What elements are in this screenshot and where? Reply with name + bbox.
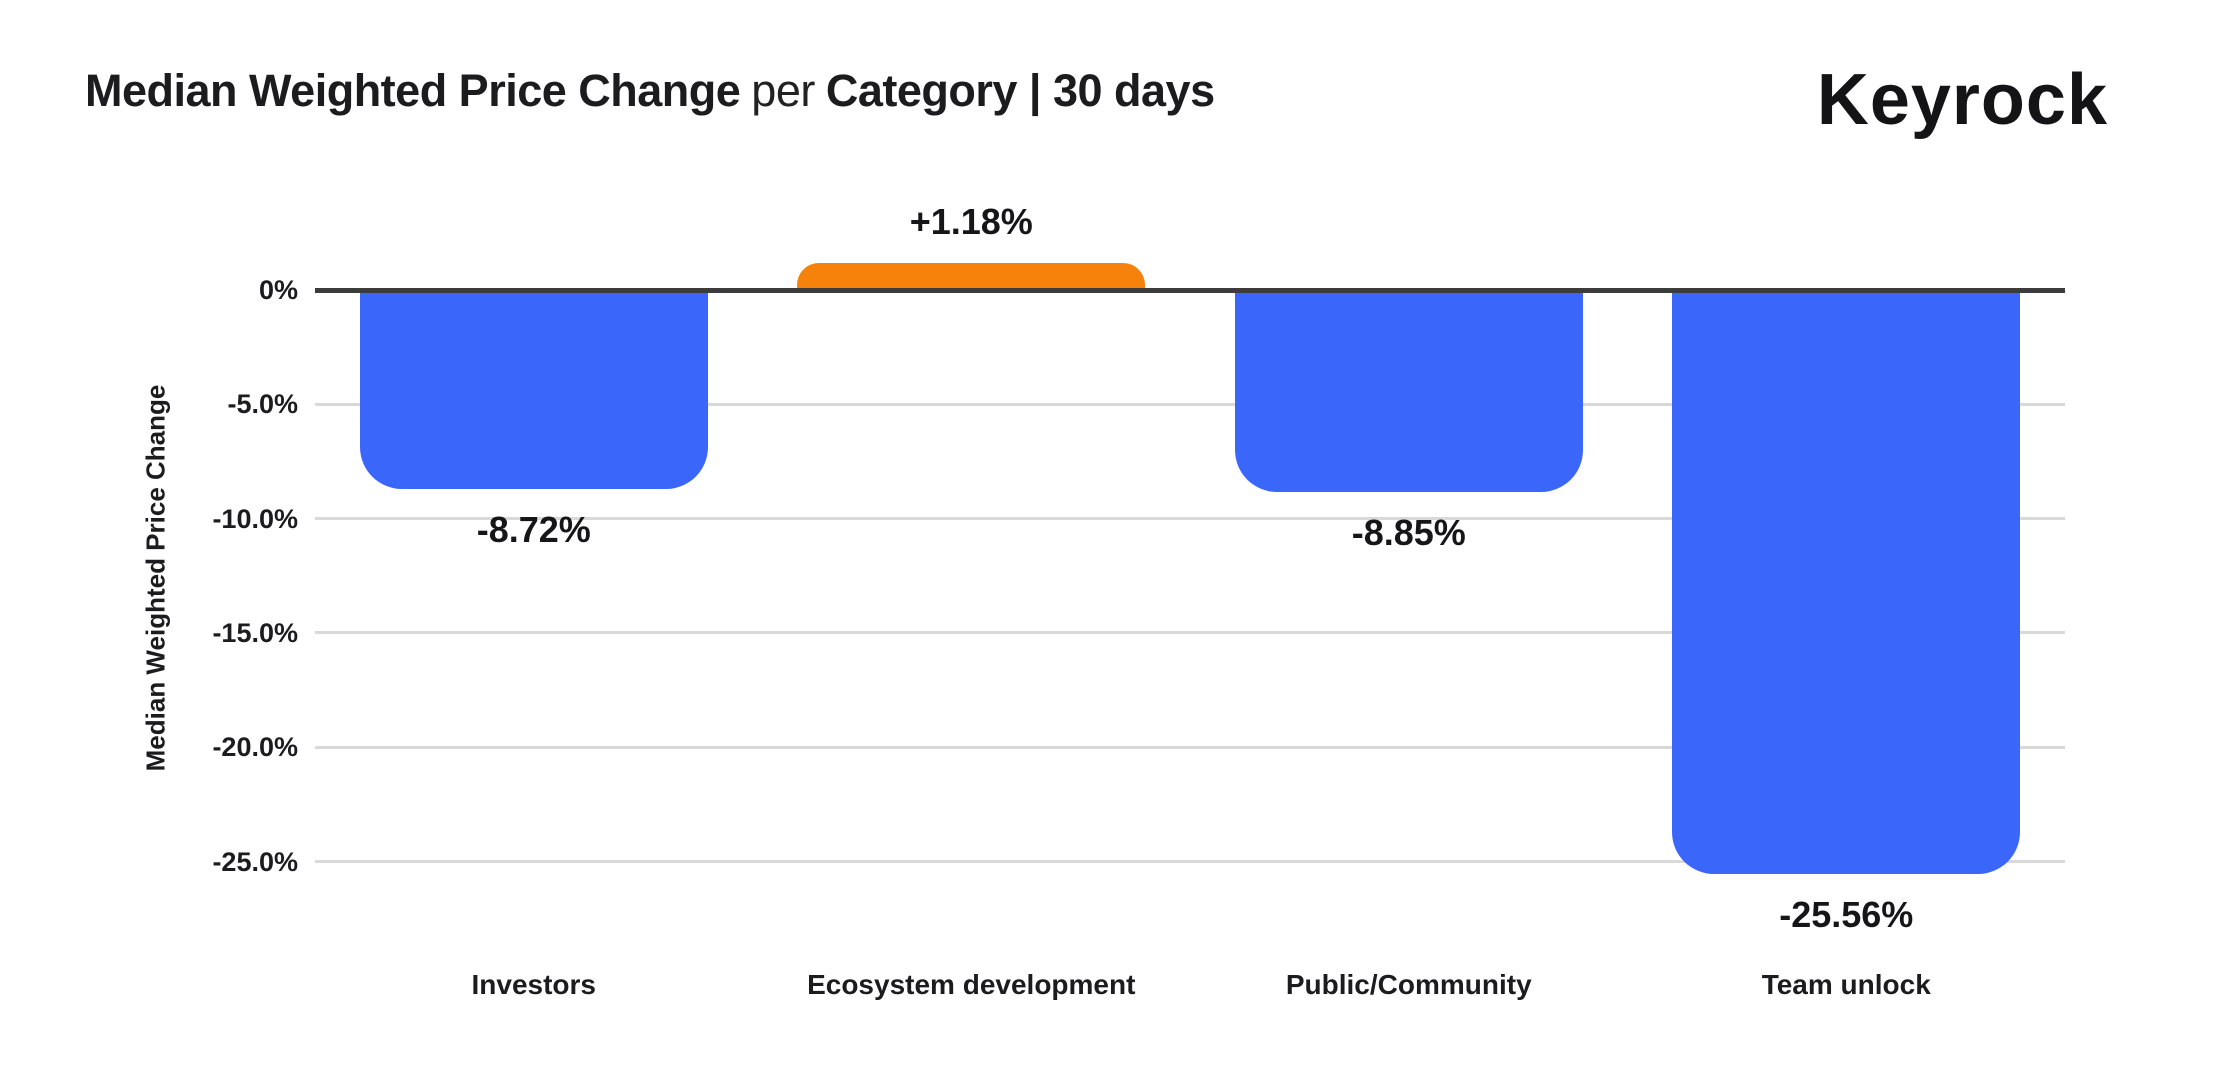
value-label-team-unlock: -25.56%: [1779, 894, 1914, 936]
value-label-investors: -8.72%: [476, 509, 591, 551]
zero-axis-line: [315, 287, 2065, 293]
bar-team-unlock: [1672, 290, 2021, 875]
x-label-team-unlock: Team unlock: [1761, 969, 1931, 1000]
y-tick-5: -5.0%: [227, 389, 298, 420]
y-tick-10: -10.0%: [212, 503, 298, 534]
bar-public-community: [1234, 290, 1583, 493]
x-label-investors: Investors: [471, 969, 597, 1000]
gridline-15: [315, 631, 2065, 635]
y-axis-title: Median Weighted Price Change: [140, 384, 171, 772]
gridline-10: [315, 517, 2065, 521]
y-tick-0: 0%: [258, 275, 298, 305]
y-tick-15: -15.0%: [212, 617, 298, 648]
gridline-5: [315, 402, 2065, 406]
chart-title: Median Weighted Price Change per Category …: [85, 62, 1215, 120]
chart-title-main: Median Weighted Price Change: [85, 65, 741, 116]
x-label-public-community: Public/Community: [1285, 969, 1532, 1000]
value-label-public-community: -8.85%: [1351, 512, 1466, 554]
gridline-25: [315, 860, 2065, 863]
gridline-20: [315, 745, 2065, 749]
value-label-ecosystem-development: +1.18%: [909, 201, 1033, 243]
chart-title-connector: per: [751, 65, 815, 116]
y-tick-25: -25.0%: [212, 846, 298, 877]
x-label-ecosystem-development: Ecosystem development: [807, 969, 1136, 1000]
keyrock-logo: Keyrock: [1816, 60, 2108, 140]
y-tick-20: -20.0%: [212, 732, 298, 763]
bar-investors: [359, 290, 708, 490]
chart-title-suffix: Category | 30 days: [825, 65, 1215, 116]
bar-ecosystem-development: [797, 263, 1146, 290]
